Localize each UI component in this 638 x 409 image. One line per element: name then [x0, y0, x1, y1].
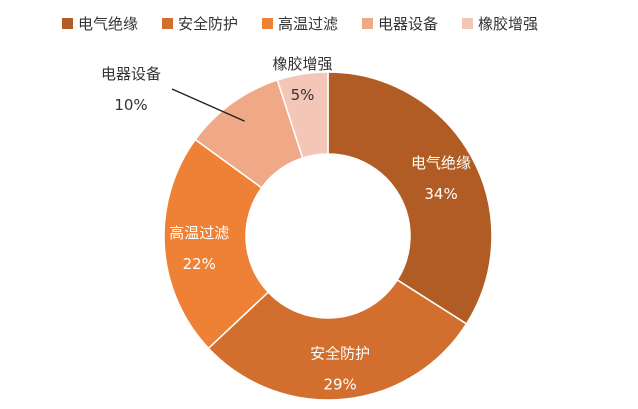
legend-item-series-5: 橡胶增强 — [462, 15, 538, 33]
slice-name-label-series-5: 橡胶增强 — [272, 55, 332, 73]
legend-item-series-1: 电气绝缘 — [62, 15, 138, 33]
legend-label-series-2: 安全防护 — [178, 15, 238, 33]
slice-name-label-series-4: 电器设备 — [101, 65, 161, 83]
legend-swatch-series-2 — [162, 18, 173, 29]
slice-name-label-series-2: 安全防护 — [310, 344, 370, 362]
legend-item-series-3: 高温过滤 — [262, 15, 338, 33]
slice-name-label-series-1: 电气绝缘 — [411, 154, 471, 172]
legend-label-series-5: 橡胶增强 — [478, 15, 538, 33]
legend-swatch-series-4 — [362, 18, 373, 29]
slice-value-label-series-5: 5% — [291, 86, 315, 104]
legend-label-series-4: 电器设备 — [378, 15, 438, 33]
slice-value-label-series-2: 29% — [323, 375, 356, 393]
legend-item-series-4: 电器设备 — [362, 15, 438, 33]
slice-value-label-series-1: 34% — [424, 185, 457, 203]
slice-labels: 电气绝缘 34% 安全防护 29% 高温过滤 22% 电器设备 10% 橡胶增强 5% — [101, 55, 471, 393]
legend: 电气绝缘 安全防护 高温过滤 电器设备 橡胶增强 — [62, 15, 538, 33]
legend-label-series-3: 高温过滤 — [278, 15, 338, 33]
leader-line-series-4 — [171, 88, 245, 122]
legend-swatch-series-3 — [262, 18, 273, 29]
slice-value-label-series-4: 10% — [114, 96, 147, 114]
donut-slice-series-1 — [327, 71, 493, 325]
donut-slice-series-3 — [163, 138, 270, 350]
slice-value-label-series-3: 22% — [183, 255, 216, 273]
legend-label-series-1: 电气绝缘 — [78, 15, 138, 33]
donut-slice-series-2 — [207, 278, 468, 401]
donut-slices — [163, 71, 493, 401]
legend-swatch-series-1 — [62, 18, 73, 29]
legend-swatch-series-5 — [462, 18, 473, 29]
donut-slice-series-5 — [276, 71, 329, 159]
legend-item-series-2: 安全防护 — [162, 15, 238, 33]
slice-name-label-series-3: 高温过滤 — [169, 224, 229, 242]
